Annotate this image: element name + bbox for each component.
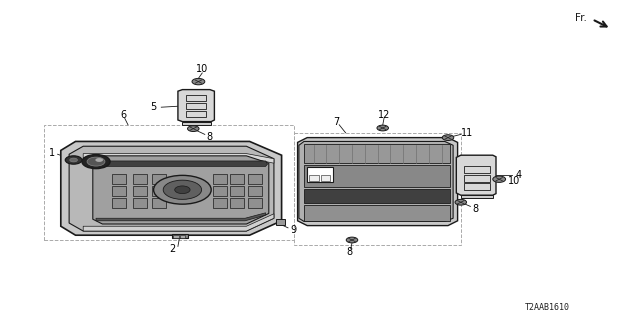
Bar — [133, 186, 147, 196]
Text: 7: 7 — [333, 116, 339, 127]
Bar — [464, 166, 490, 173]
Text: 1: 1 — [49, 148, 56, 158]
Polygon shape — [96, 213, 266, 221]
Bar — [304, 205, 450, 221]
Bar — [304, 144, 450, 163]
Polygon shape — [83, 154, 274, 163]
Text: 9: 9 — [290, 225, 296, 236]
Bar — [186, 103, 206, 109]
Bar — [304, 189, 450, 203]
Bar — [152, 198, 166, 208]
Circle shape — [493, 176, 506, 182]
Text: 8: 8 — [472, 204, 479, 214]
Text: 8: 8 — [207, 132, 213, 142]
Bar — [213, 186, 227, 196]
Text: 10: 10 — [508, 176, 520, 186]
Circle shape — [87, 157, 105, 166]
Bar — [133, 174, 147, 184]
Bar — [186, 111, 206, 117]
Circle shape — [377, 125, 388, 131]
Polygon shape — [298, 138, 458, 226]
Bar — [248, 186, 262, 196]
Polygon shape — [182, 122, 211, 125]
Bar — [172, 234, 188, 238]
Text: 2: 2 — [170, 244, 176, 254]
Text: 6: 6 — [120, 110, 127, 120]
Bar — [304, 165, 450, 187]
Circle shape — [95, 158, 103, 162]
Bar — [248, 198, 262, 208]
Text: 8: 8 — [346, 247, 353, 257]
Polygon shape — [94, 161, 268, 166]
Circle shape — [65, 156, 82, 164]
Bar — [276, 219, 285, 225]
Bar — [230, 186, 244, 196]
Bar — [309, 175, 319, 181]
Polygon shape — [456, 155, 496, 195]
Text: T2AAB1610: T2AAB1610 — [525, 303, 570, 312]
Bar — [173, 235, 179, 238]
Text: 3: 3 — [99, 149, 106, 159]
Polygon shape — [83, 214, 274, 231]
Polygon shape — [93, 156, 269, 224]
Polygon shape — [61, 141, 282, 235]
Bar — [213, 174, 227, 184]
Bar — [112, 186, 126, 196]
Bar — [152, 186, 166, 196]
Bar — [248, 174, 262, 184]
Circle shape — [192, 78, 205, 85]
Polygon shape — [178, 90, 214, 122]
Circle shape — [82, 155, 110, 169]
Bar — [307, 167, 333, 182]
Circle shape — [455, 199, 467, 205]
Circle shape — [346, 237, 358, 243]
Polygon shape — [461, 195, 493, 198]
Bar — [213, 198, 227, 208]
Polygon shape — [299, 141, 453, 221]
Bar — [321, 175, 330, 181]
Text: 4: 4 — [515, 170, 522, 180]
Bar — [464, 183, 490, 190]
Bar — [180, 235, 185, 238]
Circle shape — [154, 175, 211, 204]
Bar — [112, 174, 126, 184]
Circle shape — [175, 186, 190, 194]
Text: Fr.: Fr. — [575, 12, 587, 23]
Circle shape — [188, 126, 199, 132]
Text: 11: 11 — [461, 128, 474, 138]
Circle shape — [442, 135, 454, 140]
Bar — [464, 175, 490, 182]
Circle shape — [70, 158, 77, 162]
Text: 10: 10 — [196, 64, 209, 75]
Bar — [112, 198, 126, 208]
Bar — [133, 198, 147, 208]
Polygon shape — [69, 146, 274, 231]
Bar — [230, 198, 244, 208]
Bar — [152, 174, 166, 184]
Bar — [230, 174, 244, 184]
Bar — [186, 95, 206, 101]
Circle shape — [163, 180, 202, 199]
Text: 12: 12 — [378, 109, 390, 120]
Text: 5: 5 — [150, 102, 157, 112]
